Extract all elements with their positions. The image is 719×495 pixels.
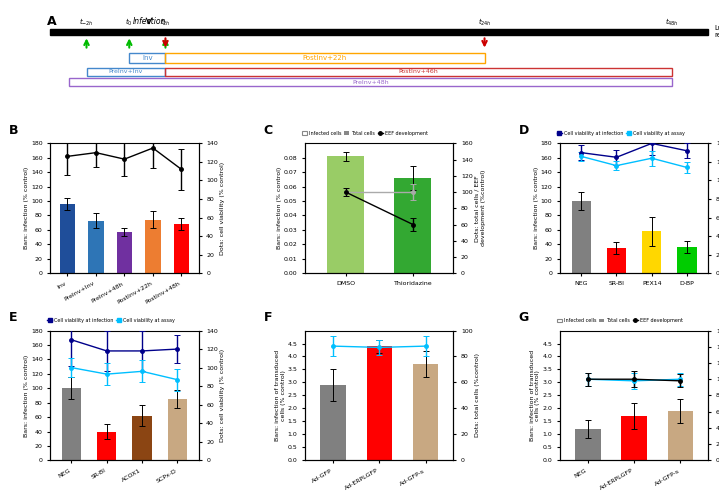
Y-axis label: Bars: infection (% control): Bars: infection (% control) — [24, 167, 29, 249]
Legend: Infected cells, Total cells, EEF development: Infected cells, Total cells, EEF develop… — [301, 129, 430, 138]
Y-axis label: Bars: infection of transduced
cells (% control): Bars: infection of transduced cells (% c… — [275, 350, 285, 441]
Y-axis label: Dots: cell viability (% control): Dots: cell viability (% control) — [220, 162, 225, 255]
Bar — [395, 178, 431, 273]
Text: G: G — [518, 311, 528, 324]
Bar — [320, 385, 346, 460]
Text: $t_0$: $t_0$ — [126, 16, 133, 28]
Text: C: C — [264, 124, 273, 137]
Bar — [145, 220, 161, 273]
Y-axis label: Dots: cell viability (% control): Dots: cell viability (% control) — [220, 349, 225, 442]
Bar — [413, 364, 439, 460]
Bar — [327, 156, 364, 273]
Bar — [668, 411, 693, 460]
Text: $t_{2h}$: $t_{2h}$ — [160, 16, 171, 28]
Y-axis label: Bars: infection (% control): Bars: infection (% control) — [24, 354, 29, 437]
Bar — [173, 224, 189, 273]
Y-axis label: Dots: total cells (%control): Dots: total cells (%control) — [475, 353, 480, 438]
Text: E: E — [9, 311, 17, 324]
Text: Infection: Infection — [132, 17, 165, 26]
Bar — [367, 346, 392, 460]
Bar — [607, 248, 626, 273]
Text: PreInv+Inv: PreInv+Inv — [109, 69, 143, 74]
Text: Inv: Inv — [142, 55, 152, 61]
Legend: Cell viability at infection, Cell viability at assay: Cell viability at infection, Cell viabil… — [555, 129, 687, 138]
Bar — [97, 432, 116, 460]
Bar — [621, 416, 647, 460]
Text: F: F — [264, 311, 273, 324]
Bar — [132, 416, 152, 460]
Text: PostInv+22h: PostInv+22h — [303, 55, 347, 61]
Bar — [62, 388, 81, 460]
Text: D: D — [518, 124, 528, 137]
Y-axis label: Bars: infection (% control): Bars: infection (% control) — [277, 167, 282, 249]
Legend: Cell viability at infection, Cell viability at assay: Cell viability at infection, Cell viabil… — [45, 316, 177, 325]
Bar — [50, 29, 708, 35]
Bar — [677, 247, 697, 273]
Text: $t_{-2h}$: $t_{-2h}$ — [79, 16, 94, 28]
Bar — [575, 429, 600, 460]
Y-axis label: Bars: infection of transduced
cells (% control): Bars: infection of transduced cells (% c… — [530, 350, 541, 441]
Y-axis label: Bars: infection (% control): Bars: infection (% control) — [533, 167, 539, 249]
Text: A: A — [47, 15, 57, 28]
Text: $t_{48h}$: $t_{48h}$ — [665, 16, 679, 28]
Bar — [572, 201, 591, 273]
Text: $t_{24h}$: $t_{24h}$ — [477, 16, 491, 28]
Bar — [60, 204, 75, 273]
Text: B: B — [9, 124, 19, 137]
Bar — [642, 231, 661, 273]
Bar — [88, 221, 104, 273]
Y-axis label: Dots: total cells / EEF
development (%control): Dots: total cells / EEF development (%co… — [475, 170, 485, 247]
Text: PostInv+46h: PostInv+46h — [399, 69, 439, 74]
Bar — [116, 232, 132, 273]
Text: Luciferase/FCM
readout: Luciferase/FCM readout — [715, 25, 719, 39]
Text: PreInv+48h: PreInv+48h — [352, 80, 389, 85]
Bar — [168, 399, 187, 460]
Legend: Infected cells, Total cells, EEF development: Infected cells, Total cells, EEF develop… — [555, 316, 684, 325]
